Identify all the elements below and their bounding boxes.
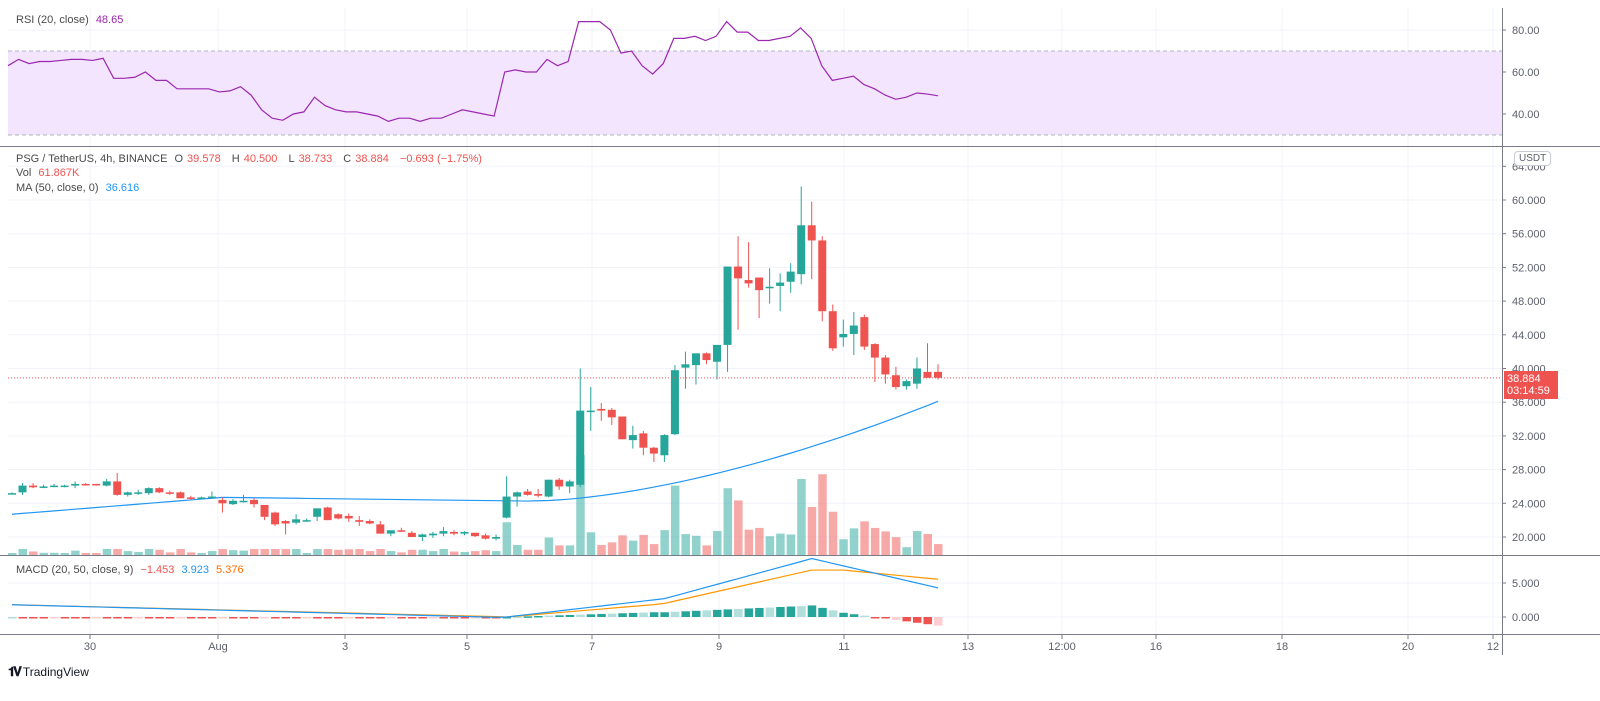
- volume-value: 61.867K: [38, 167, 80, 179]
- svg-text:30: 30: [84, 641, 96, 653]
- ohlc-low: L 38.733: [288, 153, 333, 165]
- bar-countdown: 03:14:59: [1507, 385, 1550, 397]
- svg-text:11: 11: [838, 641, 849, 653]
- svg-text:24.000: 24.000: [1512, 498, 1546, 510]
- macd-signal-value: 5.376: [216, 564, 244, 576]
- svg-text:12:00: 12:00: [1048, 641, 1076, 653]
- macd-line: [11, 557, 939, 618]
- svg-text:5.000: 5.000: [1512, 578, 1540, 590]
- svg-text:16: 16: [1150, 641, 1162, 653]
- ohlc-close: C 38.884: [343, 153, 389, 165]
- svg-text:20: 20: [1402, 641, 1414, 653]
- rsi-legend[interactable]: RSI (20, close) 48.65: [16, 14, 127, 26]
- rsi-label: RSI (20, close): [16, 14, 89, 26]
- svg-text:32.000: 32.000: [1512, 431, 1546, 443]
- volume-legend[interactable]: Vol 61.867K: [16, 167, 80, 179]
- price-change: −0.693 (−1.75%): [399, 153, 482, 165]
- svg-text:3: 3: [342, 641, 348, 653]
- symbol-title: PSG / TetherUS, 4h, BINANCE: [16, 153, 168, 165]
- svg-text:7: 7: [589, 641, 595, 653]
- svg-text:48.000: 48.000: [1512, 296, 1546, 308]
- svg-text:28.000: 28.000: [1512, 465, 1546, 477]
- rsi-line: [7, 20, 939, 122]
- macd-hist-value: −1.453: [140, 564, 175, 576]
- svg-text:52.000: 52.000: [1512, 262, 1546, 274]
- ma-line: [11, 400, 939, 515]
- svg-text:40.00: 40.00: [1512, 109, 1540, 121]
- main-legend[interactable]: PSG / TetherUS, 4h, BINANCE O 39.578 H 40.…: [16, 153, 486, 165]
- svg-text:18: 18: [1276, 641, 1288, 653]
- tradingview-logo-text: TradingView: [22, 665, 89, 679]
- tradingview-logo[interactable]: 𝟏𝐕 TradingView: [8, 664, 89, 680]
- svg-text:Aug: Aug: [208, 641, 228, 653]
- candles: [8, 186, 942, 542]
- currency-badge[interactable]: USDT: [1514, 151, 1552, 166]
- rsi-value: 48.65: [95, 14, 124, 26]
- svg-text:12: 12: [1487, 641, 1499, 653]
- svg-text:36.000: 36.000: [1512, 397, 1546, 409]
- tradingview-mark-icon: 𝟏𝐕: [8, 664, 22, 679]
- svg-text:60.00: 60.00: [1512, 67, 1540, 79]
- last-price-tag: 38.884 03:14:59: [1504, 371, 1558, 399]
- macd-line-value: 3.923: [181, 564, 209, 576]
- svg-text:5: 5: [464, 641, 470, 653]
- svg-text:9: 9: [716, 641, 722, 653]
- rsi-band: [8, 51, 1502, 135]
- svg-text:44.000: 44.000: [1512, 330, 1546, 342]
- svg-text:13: 13: [962, 641, 974, 653]
- svg-text:60.000: 60.000: [1512, 195, 1546, 207]
- macd-histogram: [8, 605, 943, 626]
- svg-text:56.000: 56.000: [1512, 229, 1546, 241]
- macd-legend[interactable]: MACD (20, 50, close, 9) −1.453 3.923 5.3…: [16, 564, 244, 576]
- ohlc-open: O 39.578: [174, 153, 221, 165]
- svg-text:80.00: 80.00: [1512, 25, 1540, 37]
- svg-text:0.000: 0.000: [1512, 612, 1540, 624]
- ma-legend[interactable]: MA (50, close, 0) 36.616: [16, 182, 140, 194]
- volume-bars: [8, 455, 943, 555]
- ma-value: 36.616: [105, 182, 140, 194]
- last-price: 38.884: [1507, 373, 1541, 385]
- ohlc-high: H 40.500: [231, 153, 278, 165]
- svg-text:20.000: 20.000: [1512, 532, 1546, 544]
